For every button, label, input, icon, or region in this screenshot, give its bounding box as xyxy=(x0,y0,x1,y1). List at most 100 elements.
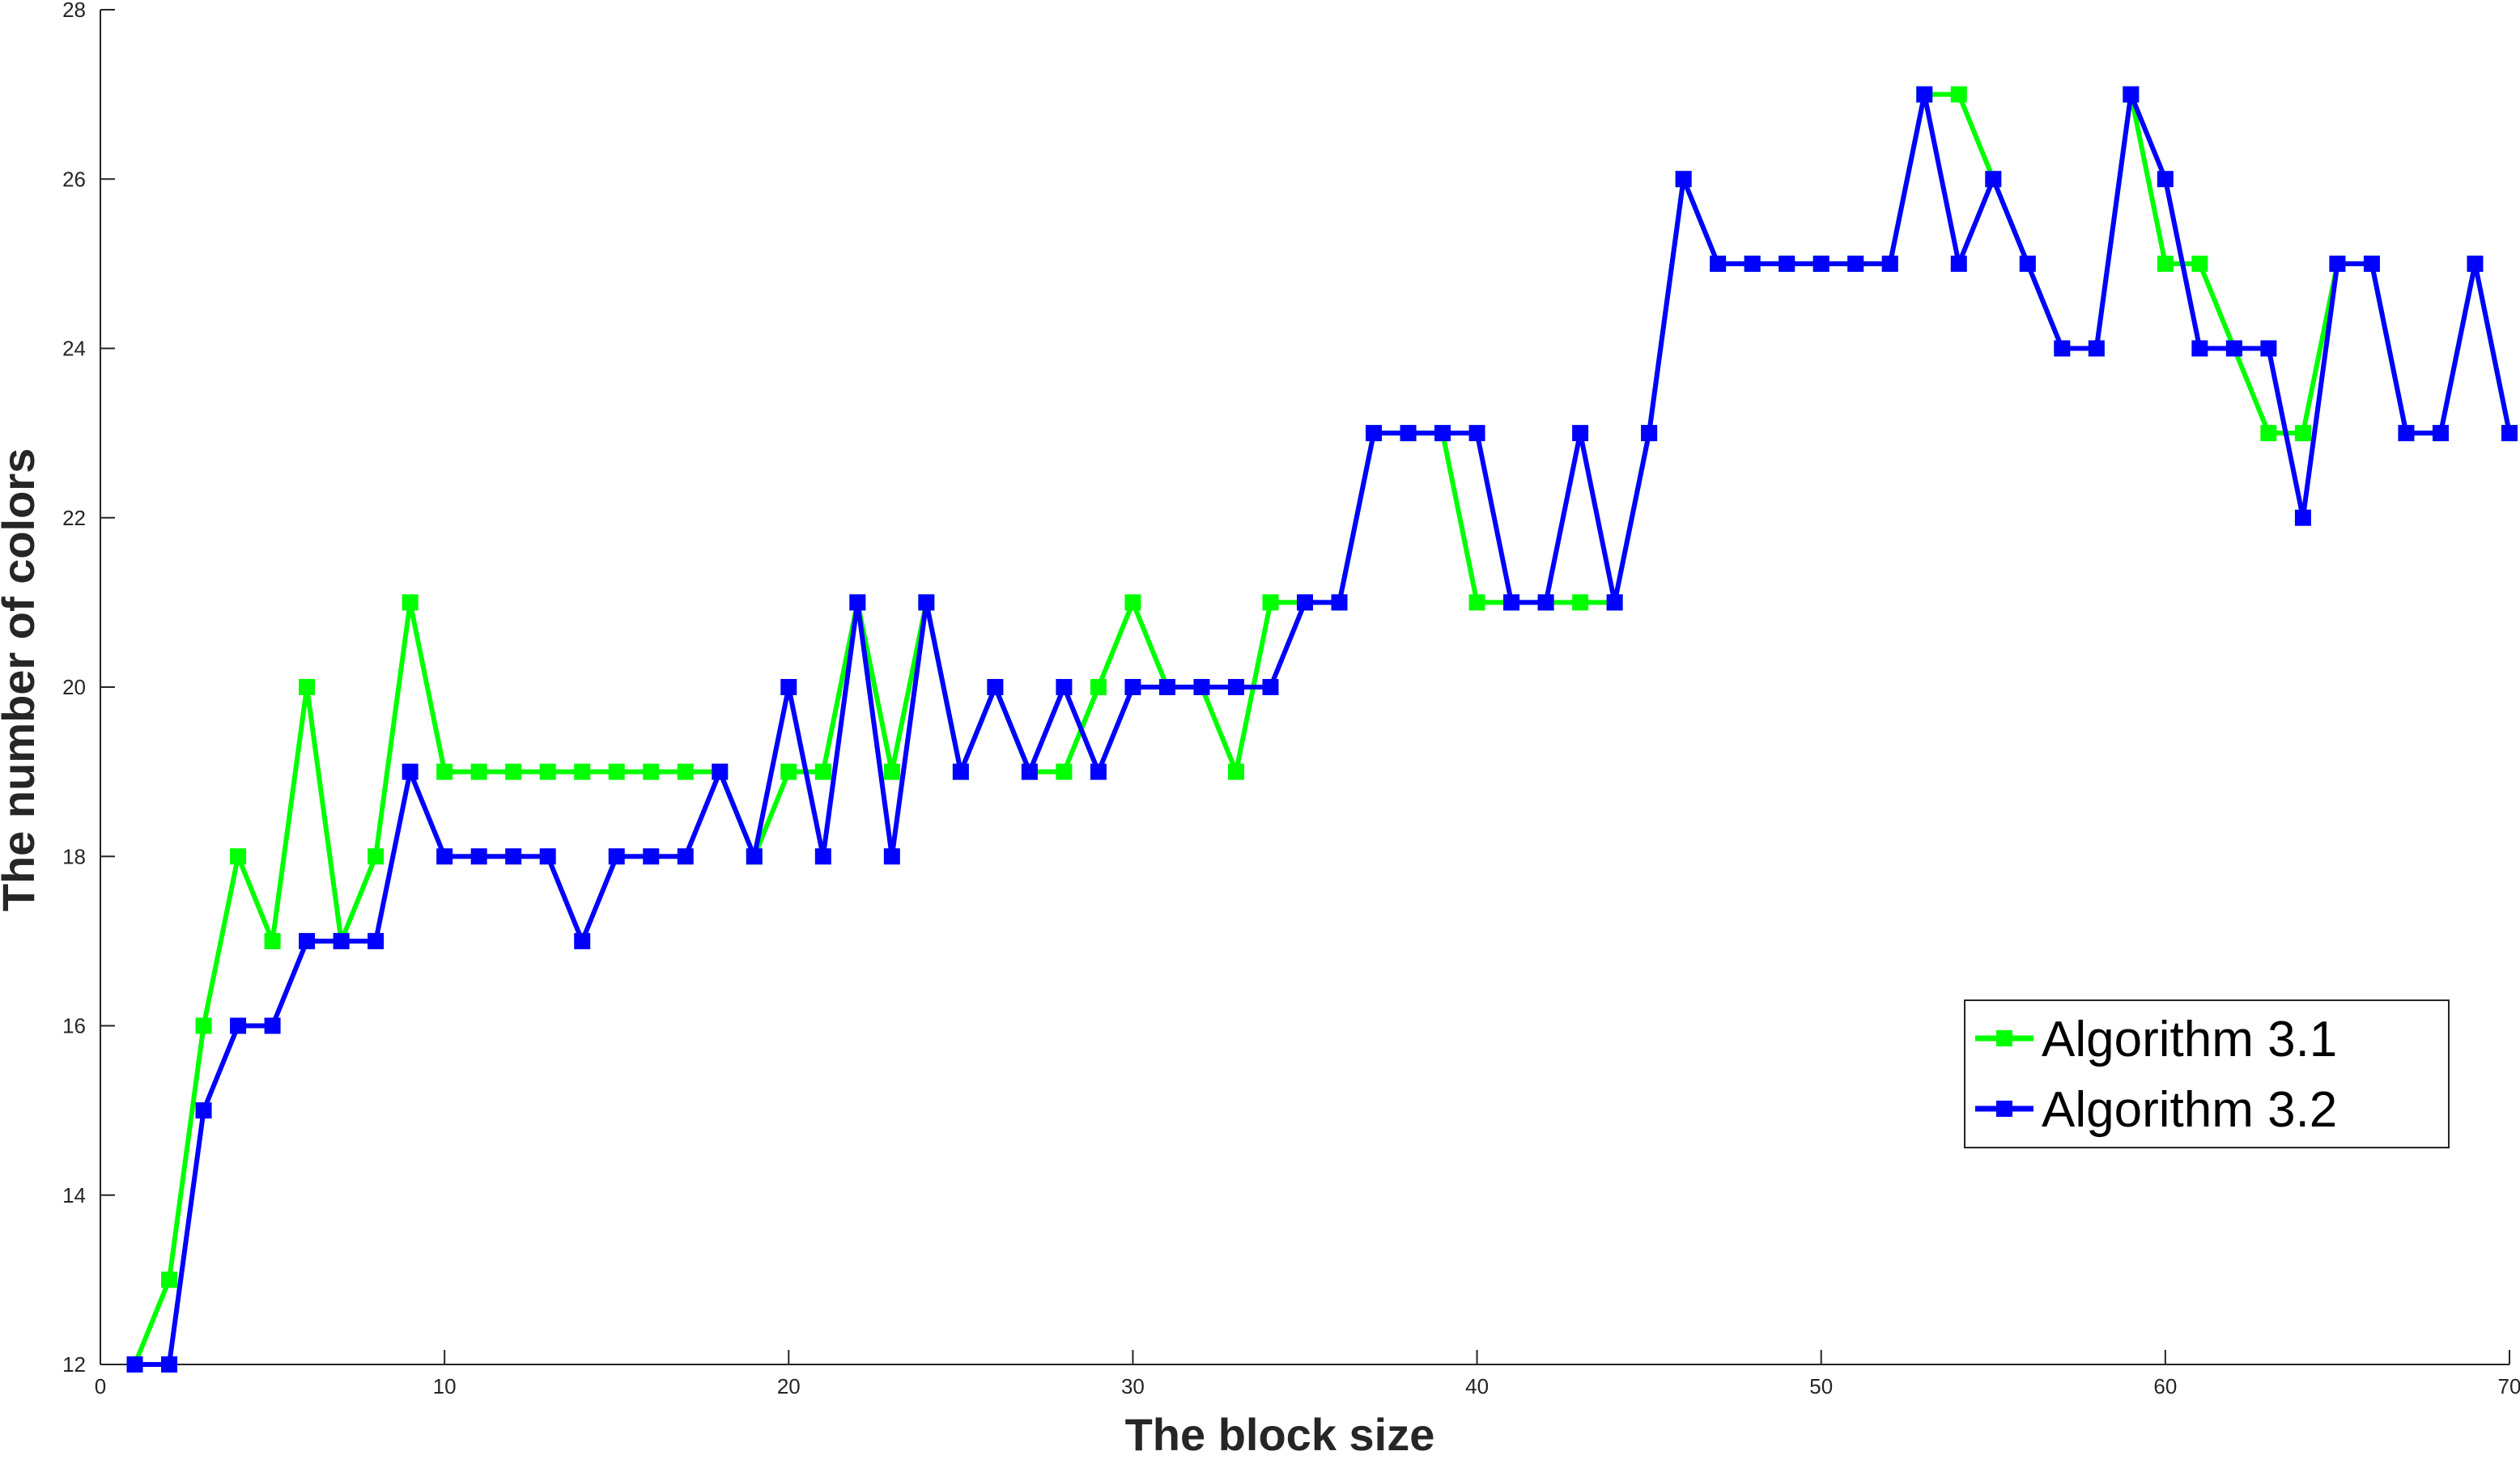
x-tick-label: 60 xyxy=(2153,1374,2177,1398)
data-point xyxy=(264,1017,281,1034)
data-point xyxy=(814,763,831,780)
data-point xyxy=(436,763,453,780)
x-axis-title: The block size xyxy=(1125,1409,1435,1460)
data-point xyxy=(918,594,935,611)
data-point xyxy=(230,848,247,865)
data-point xyxy=(126,1356,143,1373)
data-point xyxy=(1710,255,1727,272)
data-point xyxy=(1881,255,1898,272)
series-layer xyxy=(126,86,2518,1373)
data-point xyxy=(712,763,729,780)
data-point xyxy=(368,848,385,865)
data-point xyxy=(2363,255,2380,272)
data-point xyxy=(2123,86,2140,103)
data-point xyxy=(195,1102,212,1119)
data-point xyxy=(2157,255,2174,272)
y-tick-label: 12 xyxy=(62,1352,86,1377)
data-point xyxy=(1744,255,1761,272)
data-point xyxy=(608,763,625,780)
data-point xyxy=(677,848,694,865)
data-point xyxy=(2467,255,2484,272)
data-point xyxy=(2191,340,2208,357)
data-point xyxy=(1537,594,1554,611)
data-point xyxy=(402,763,419,780)
data-point xyxy=(1400,425,1417,442)
legend-swatch-marker xyxy=(1996,1030,2012,1046)
data-point xyxy=(1606,594,1623,611)
data-point xyxy=(1641,425,1658,442)
data-point xyxy=(1124,679,1141,695)
axes: 0 10 20 30 40 50 60 70 12 14 16 18 20 22 24 26 28 xyxy=(62,0,2520,1398)
data-point xyxy=(780,763,797,780)
series-line xyxy=(132,91,2512,1367)
data-point xyxy=(2294,425,2311,442)
data-point xyxy=(643,763,660,780)
data-point xyxy=(333,932,350,949)
data-point xyxy=(643,848,660,865)
data-point xyxy=(574,932,591,949)
data-point xyxy=(883,763,900,780)
y-tick-label: 16 xyxy=(62,1014,86,1038)
data-point xyxy=(2191,255,2208,272)
data-point xyxy=(1227,763,1244,780)
data-point xyxy=(2501,425,2518,442)
data-point xyxy=(2294,509,2311,526)
data-point xyxy=(780,679,797,695)
x-tick-label: 20 xyxy=(777,1374,801,1398)
data-point xyxy=(1262,594,1279,611)
legend-entry-algorithm-3-1: Algorithm 3.1 xyxy=(1975,1012,2337,1067)
data-point xyxy=(574,763,591,780)
data-point xyxy=(2260,340,2277,357)
data-point xyxy=(1331,594,1348,611)
data-point xyxy=(1262,679,1279,695)
legend-box xyxy=(1964,999,2450,1148)
legend-label: Algorithm 3.2 xyxy=(2042,1082,2337,1138)
data-point xyxy=(1056,679,1073,695)
x-tick-label: 50 xyxy=(1809,1374,1833,1398)
data-point xyxy=(264,932,281,949)
series-algorithm-3-1 xyxy=(126,86,2518,1373)
series-line xyxy=(132,91,2512,1367)
data-point xyxy=(1193,679,1210,695)
data-point xyxy=(402,594,419,611)
data-point xyxy=(2157,171,2174,188)
data-point xyxy=(849,594,866,611)
data-point xyxy=(1572,594,1589,611)
data-point xyxy=(883,848,900,865)
data-point xyxy=(299,679,316,695)
data-point xyxy=(1434,425,1451,442)
data-point xyxy=(505,763,522,780)
data-point xyxy=(2432,425,2449,442)
legend-entry-algorithm-3-2: Algorithm 3.2 xyxy=(1975,1082,2337,1138)
x-tick-label: 30 xyxy=(1121,1374,1145,1398)
data-point xyxy=(1021,763,1038,780)
legend: Algorithm 3.1 Algorithm 3.2 xyxy=(1964,999,2450,1148)
data-point xyxy=(1812,255,1829,272)
x-tick-label: 40 xyxy=(1465,1374,1489,1398)
data-point xyxy=(1227,679,1244,695)
y-tick-label: 24 xyxy=(62,337,86,361)
x-tick-label: 70 xyxy=(2498,1374,2520,1398)
data-point xyxy=(2329,255,2346,272)
data-point xyxy=(195,1017,212,1034)
x-tick-label: 0 xyxy=(95,1374,106,1398)
data-point xyxy=(2088,340,2105,357)
data-point xyxy=(1468,425,1485,442)
data-point xyxy=(368,932,385,949)
data-point xyxy=(161,1271,178,1288)
legend-swatch-marker xyxy=(1996,1101,2012,1117)
data-point xyxy=(1847,255,1864,272)
data-point xyxy=(1778,255,1795,272)
y-tick-label: 28 xyxy=(62,0,86,22)
data-point xyxy=(1503,594,1520,611)
data-point xyxy=(2260,425,2277,442)
data-point xyxy=(299,932,316,949)
data-point xyxy=(987,679,1004,695)
data-point xyxy=(1985,171,2002,188)
x-tick-label: 10 xyxy=(433,1374,457,1398)
data-point xyxy=(539,763,556,780)
data-point xyxy=(470,763,487,780)
data-point xyxy=(1158,679,1175,695)
